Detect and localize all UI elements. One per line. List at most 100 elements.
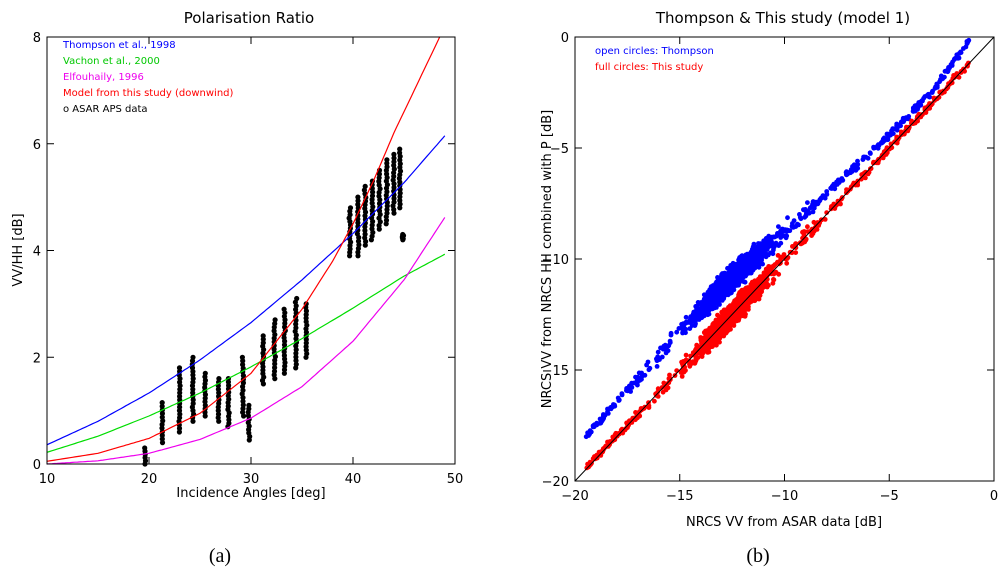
y-tick-label: 4 xyxy=(33,245,41,260)
thompson-point xyxy=(926,94,932,100)
this-study-point xyxy=(683,352,689,358)
thompson-point xyxy=(769,234,774,240)
this-study-point xyxy=(868,166,873,172)
asar-point xyxy=(240,380,246,386)
thompson-point xyxy=(737,273,743,279)
thompson-point xyxy=(605,406,610,412)
this-study-point xyxy=(706,329,712,335)
asar-cluster xyxy=(159,400,166,446)
asar-cluster xyxy=(368,178,376,243)
asar-point xyxy=(202,370,208,376)
thompson-point xyxy=(910,108,916,114)
thompson-point xyxy=(939,76,945,82)
thompson-point xyxy=(844,172,849,178)
series-thompson xyxy=(583,37,972,440)
thompson-point xyxy=(756,264,762,270)
this-study-point xyxy=(801,232,807,238)
thompson-point xyxy=(664,346,669,352)
thompson-point xyxy=(683,314,689,320)
thompson-point xyxy=(918,99,924,105)
thompson-point xyxy=(712,296,718,302)
thompson-point xyxy=(629,385,635,390)
legend-b: open circles: Thompson full circles: Thi… xyxy=(595,46,714,73)
this-study-point xyxy=(701,330,707,335)
this-study-point xyxy=(749,298,755,304)
this-study-point xyxy=(722,314,728,320)
thompson-point xyxy=(810,209,816,215)
thompson-point xyxy=(762,242,768,247)
panel-a: Polarisation Ratio 10 20 30 40 50 0 2 4 6 8 Incid… xyxy=(11,9,463,567)
y-tick-label: −10 xyxy=(542,253,569,268)
asar-point xyxy=(293,325,299,331)
thompson-point xyxy=(661,343,667,349)
ylabel-b: NRCS VV from NRCS HH combined with P [dB… xyxy=(540,110,555,408)
asar-point xyxy=(159,403,165,409)
asar-point xyxy=(190,400,196,407)
asar-cluster xyxy=(396,146,404,211)
this-study-point xyxy=(706,349,712,355)
thompson-point xyxy=(701,309,707,315)
asar-point xyxy=(159,400,165,406)
this-study-point xyxy=(762,272,768,278)
thompson-point xyxy=(674,329,680,335)
thompson-point xyxy=(655,349,661,355)
thompson-point xyxy=(770,251,776,257)
asar-cluster xyxy=(215,376,222,424)
series-line-4 xyxy=(46,36,441,462)
thompson-point xyxy=(740,260,745,265)
thompson-point xyxy=(714,305,719,310)
this-study-point xyxy=(793,250,799,256)
x-tick-label: 50 xyxy=(447,472,464,487)
thompson-point xyxy=(818,195,824,201)
thompson-point xyxy=(884,131,890,137)
this-study-point xyxy=(666,380,672,386)
legend-a-vachon: Vachon et al., 2000 xyxy=(63,56,160,67)
thompson-point xyxy=(654,356,659,362)
thompson-point xyxy=(812,202,818,208)
thompson-point xyxy=(751,253,757,258)
asar-point xyxy=(355,198,361,204)
xlabel-a: Incidence Angles [deg] xyxy=(176,486,325,501)
thompson-point xyxy=(612,402,617,408)
asar-point xyxy=(391,184,397,191)
reference-line xyxy=(574,36,995,482)
asar-cluster xyxy=(281,306,288,376)
asar-point xyxy=(391,159,397,165)
thompson-point xyxy=(616,397,622,403)
this-study-point xyxy=(639,406,644,412)
thompson-point xyxy=(748,249,754,255)
panel-a-ticks: 10 20 30 40 50 0 2 4 6 8 xyxy=(33,31,464,487)
series-line-1 xyxy=(46,135,446,446)
thompson-point xyxy=(783,228,789,234)
asar-cluster xyxy=(292,295,300,371)
thompson-point xyxy=(701,292,707,298)
thompson-point xyxy=(736,267,742,273)
y-tick-label: 2 xyxy=(33,351,41,366)
this-study-point xyxy=(784,260,790,266)
this-study-point xyxy=(939,90,945,96)
thompson-point xyxy=(805,200,810,206)
thompson-point xyxy=(898,119,904,125)
thompson-point xyxy=(776,224,781,230)
this-study-point xyxy=(741,288,747,293)
this-study-point xyxy=(783,256,789,262)
asar-point xyxy=(355,201,361,208)
asar-point xyxy=(293,354,299,360)
this-study-point xyxy=(956,74,962,80)
this-study-point xyxy=(635,410,641,416)
thompson-point xyxy=(717,286,723,292)
thompson-point xyxy=(585,430,590,436)
thompson-point xyxy=(747,265,753,271)
asar-point xyxy=(281,306,287,312)
thompson-point xyxy=(836,180,842,186)
thompson-point xyxy=(954,52,960,58)
thompson-point xyxy=(756,250,761,255)
this-study-point xyxy=(699,352,705,358)
thompson-point xyxy=(785,215,790,221)
thompson-point xyxy=(688,315,693,321)
asar-point xyxy=(176,365,183,371)
asar-point xyxy=(239,354,245,360)
panel-b-marks xyxy=(574,36,995,482)
x-tick-label: 20 xyxy=(141,472,158,487)
